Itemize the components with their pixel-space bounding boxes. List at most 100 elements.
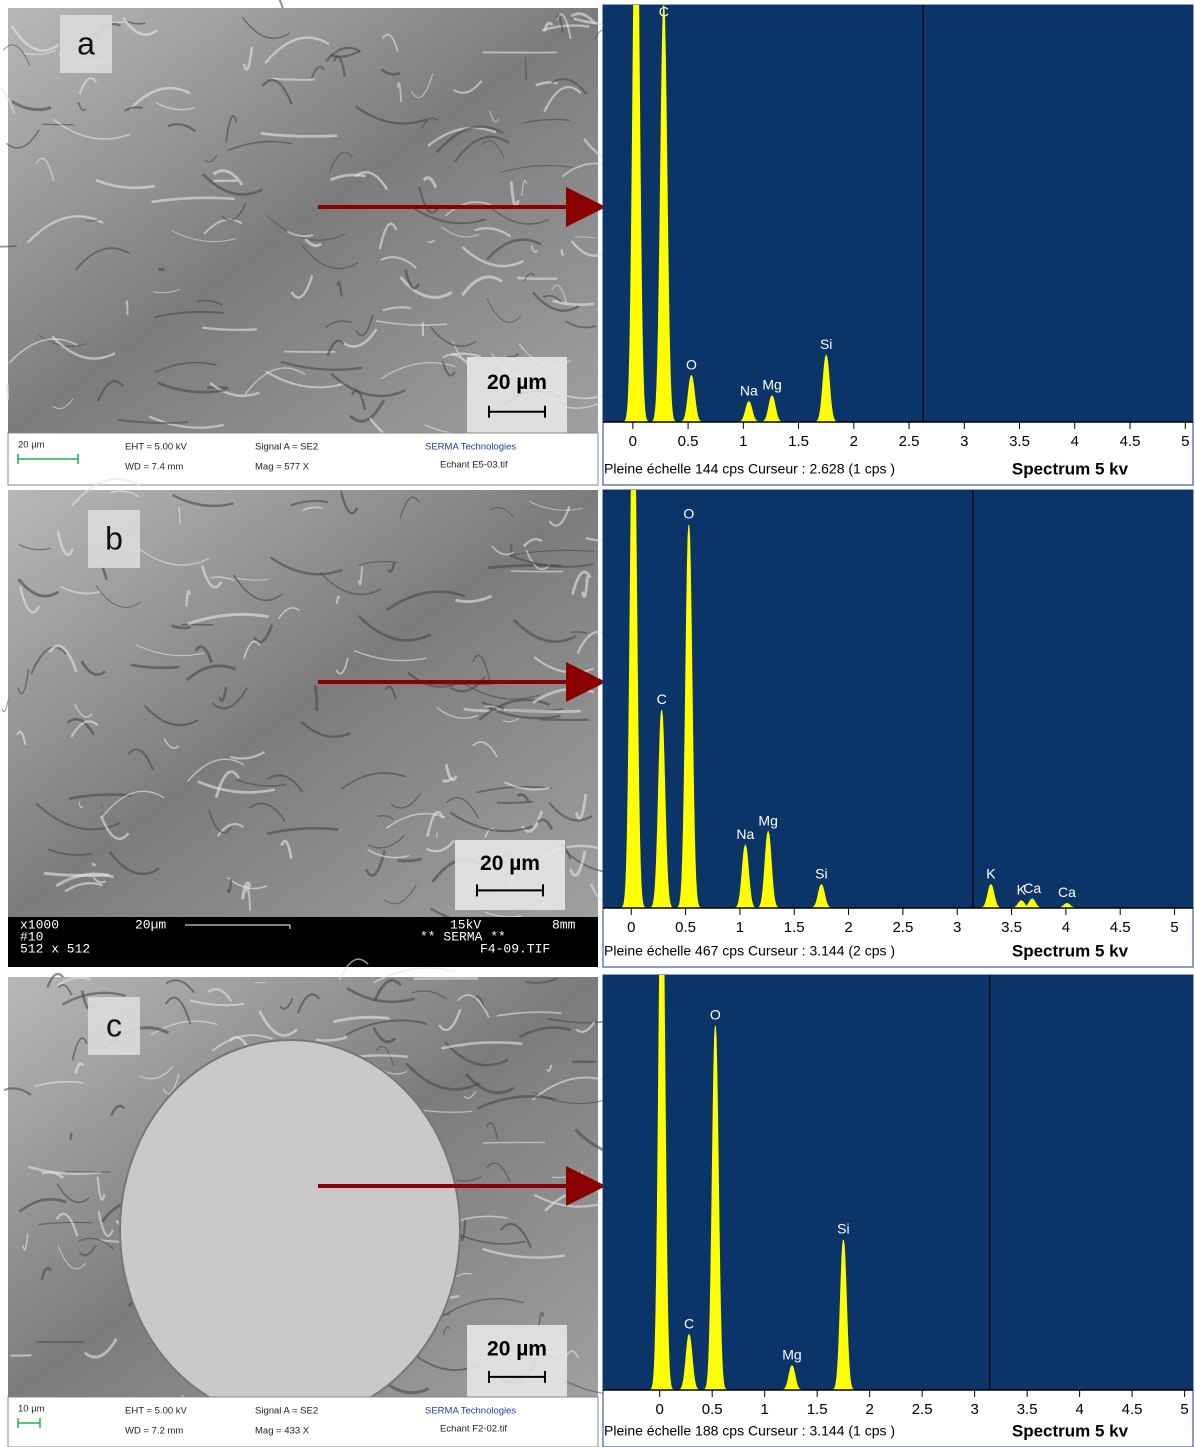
sem-fiber [357, 614, 432, 642]
sem-fiber [211, 1034, 273, 1052]
sem-fiber [456, 1176, 483, 1182]
sem-fiber [456, 1272, 472, 1278]
sem-fiber [450, 352, 482, 358]
sem-fiber [139, 1066, 174, 1080]
sem-fiber [6, 129, 40, 149]
sem-fiber [3, 44, 31, 66]
sem-fiber [555, 13, 572, 40]
sem-info: x1000 [20, 917, 59, 932]
x-tick-label: 2.5 [899, 433, 920, 450]
peak-label: K [986, 865, 996, 881]
sem-info: ** SERMA ** [420, 929, 506, 944]
sem-fiber [481, 140, 505, 159]
sem-fiber [541, 24, 590, 32]
sem-fiber [300, 244, 359, 270]
sem-fiber [367, 835, 405, 849]
sem-fiber [507, 353, 520, 358]
x-tick-label: 5 [1181, 433, 1189, 450]
sem-fiber [420, 117, 439, 129]
sem-fiber [35, 802, 121, 831]
sem-fiber [27, 215, 104, 244]
sem-fiber [326, 339, 345, 357]
sem-fiber [335, 657, 349, 675]
sem-fiber [127, 748, 154, 771]
spectrum-footer: Pleine échelle 144 cps Curseur : 2.628 (… [604, 461, 895, 477]
sem-fiber [227, 140, 293, 152]
sem-fiber [353, 649, 427, 662]
sem-fiber [548, 506, 571, 527]
spectrum-title: Spectrum 5 kv [1012, 1421, 1129, 1440]
peak-label: Na [740, 382, 758, 398]
sem-fiber [452, 80, 483, 94]
sem-fiber [568, 850, 587, 877]
sem-fiber [110, 490, 140, 498]
sem-info: #10 [20, 929, 43, 944]
peak-label: Si [820, 336, 832, 352]
plot-area [603, 975, 1193, 1390]
sem-fiber [60, 585, 101, 595]
sem-fiber [500, 165, 574, 173]
sem-fiber [380, 68, 401, 76]
sem-fiber [313, 684, 319, 711]
x-tick-label: 4.5 [1120, 433, 1141, 450]
scale-bar-box [455, 840, 565, 910]
peak [755, 830, 781, 908]
x-tick-label: 3.5 [1009, 433, 1030, 450]
sem-fiber [203, 218, 243, 235]
sem-fiber [410, 206, 487, 225]
sem-fiber [542, 294, 563, 303]
peak-label: Ca [1023, 880, 1041, 896]
sem-fiber [150, 1020, 218, 1036]
sem-fiber [358, 566, 363, 586]
sem-fiber [543, 85, 582, 113]
sem-fiber [154, 361, 217, 374]
sem-fiber [525, 57, 528, 81]
x-tick-label: 2.5 [892, 919, 913, 936]
sem-fiber [532, 291, 580, 312]
sem-fiber [442, 353, 470, 366]
sem-fiber [202, 326, 257, 332]
sem-texture [0, 0, 638, 444]
sem-fiber [516, 793, 530, 802]
plot-area [603, 490, 1193, 908]
sem-fiber [290, 499, 328, 507]
sem-info: Echant E5-03.tif [440, 460, 508, 471]
peak-label: O [686, 356, 697, 372]
sem-fiber [209, 382, 260, 398]
sem-info: EHT = 5.00 kV [125, 442, 188, 453]
sem-fiber [436, 706, 478, 719]
sem-fiber [260, 131, 338, 138]
sem-fiber [55, 872, 114, 888]
sem-fiber [23, 49, 57, 56]
sem-fiber [382, 306, 412, 312]
scale-bar [488, 405, 546, 418]
sem-fiber [427, 126, 497, 147]
sem-fiber [267, 774, 304, 793]
sem-fiber [335, 595, 341, 604]
peak [623, 5, 650, 422]
sem-fiber [11, 100, 52, 112]
sem-fiber [280, 360, 363, 371]
sem-fiber [378, 222, 398, 250]
sem-fiber [135, 644, 205, 657]
sem-fiber [56, 530, 75, 556]
sem-fiber [266, 826, 339, 835]
sem-fiber [212, 169, 244, 186]
x-tick-label: 1 [736, 919, 744, 936]
sem-fiber [461, 246, 524, 268]
sem-fiber [397, 82, 402, 103]
sem-fiber [71, 1037, 88, 1061]
sem-info: Echant F2-02.tif [440, 1424, 507, 1435]
sem-fiber [202, 173, 264, 196]
sem-fiber [455, 594, 493, 604]
sem-fiber [30, 646, 67, 675]
sem-fiber [290, 274, 314, 299]
sem-fiber [486, 298, 522, 323]
sem-fiber [581, 576, 589, 599]
sem-fiber [78, 1237, 115, 1251]
sem-fiber [66, 717, 95, 735]
sem-fiber [546, 1064, 553, 1073]
sem-fiber [129, 86, 191, 111]
sem-fiber [155, 102, 195, 111]
sem-fiber [358, 560, 398, 566]
